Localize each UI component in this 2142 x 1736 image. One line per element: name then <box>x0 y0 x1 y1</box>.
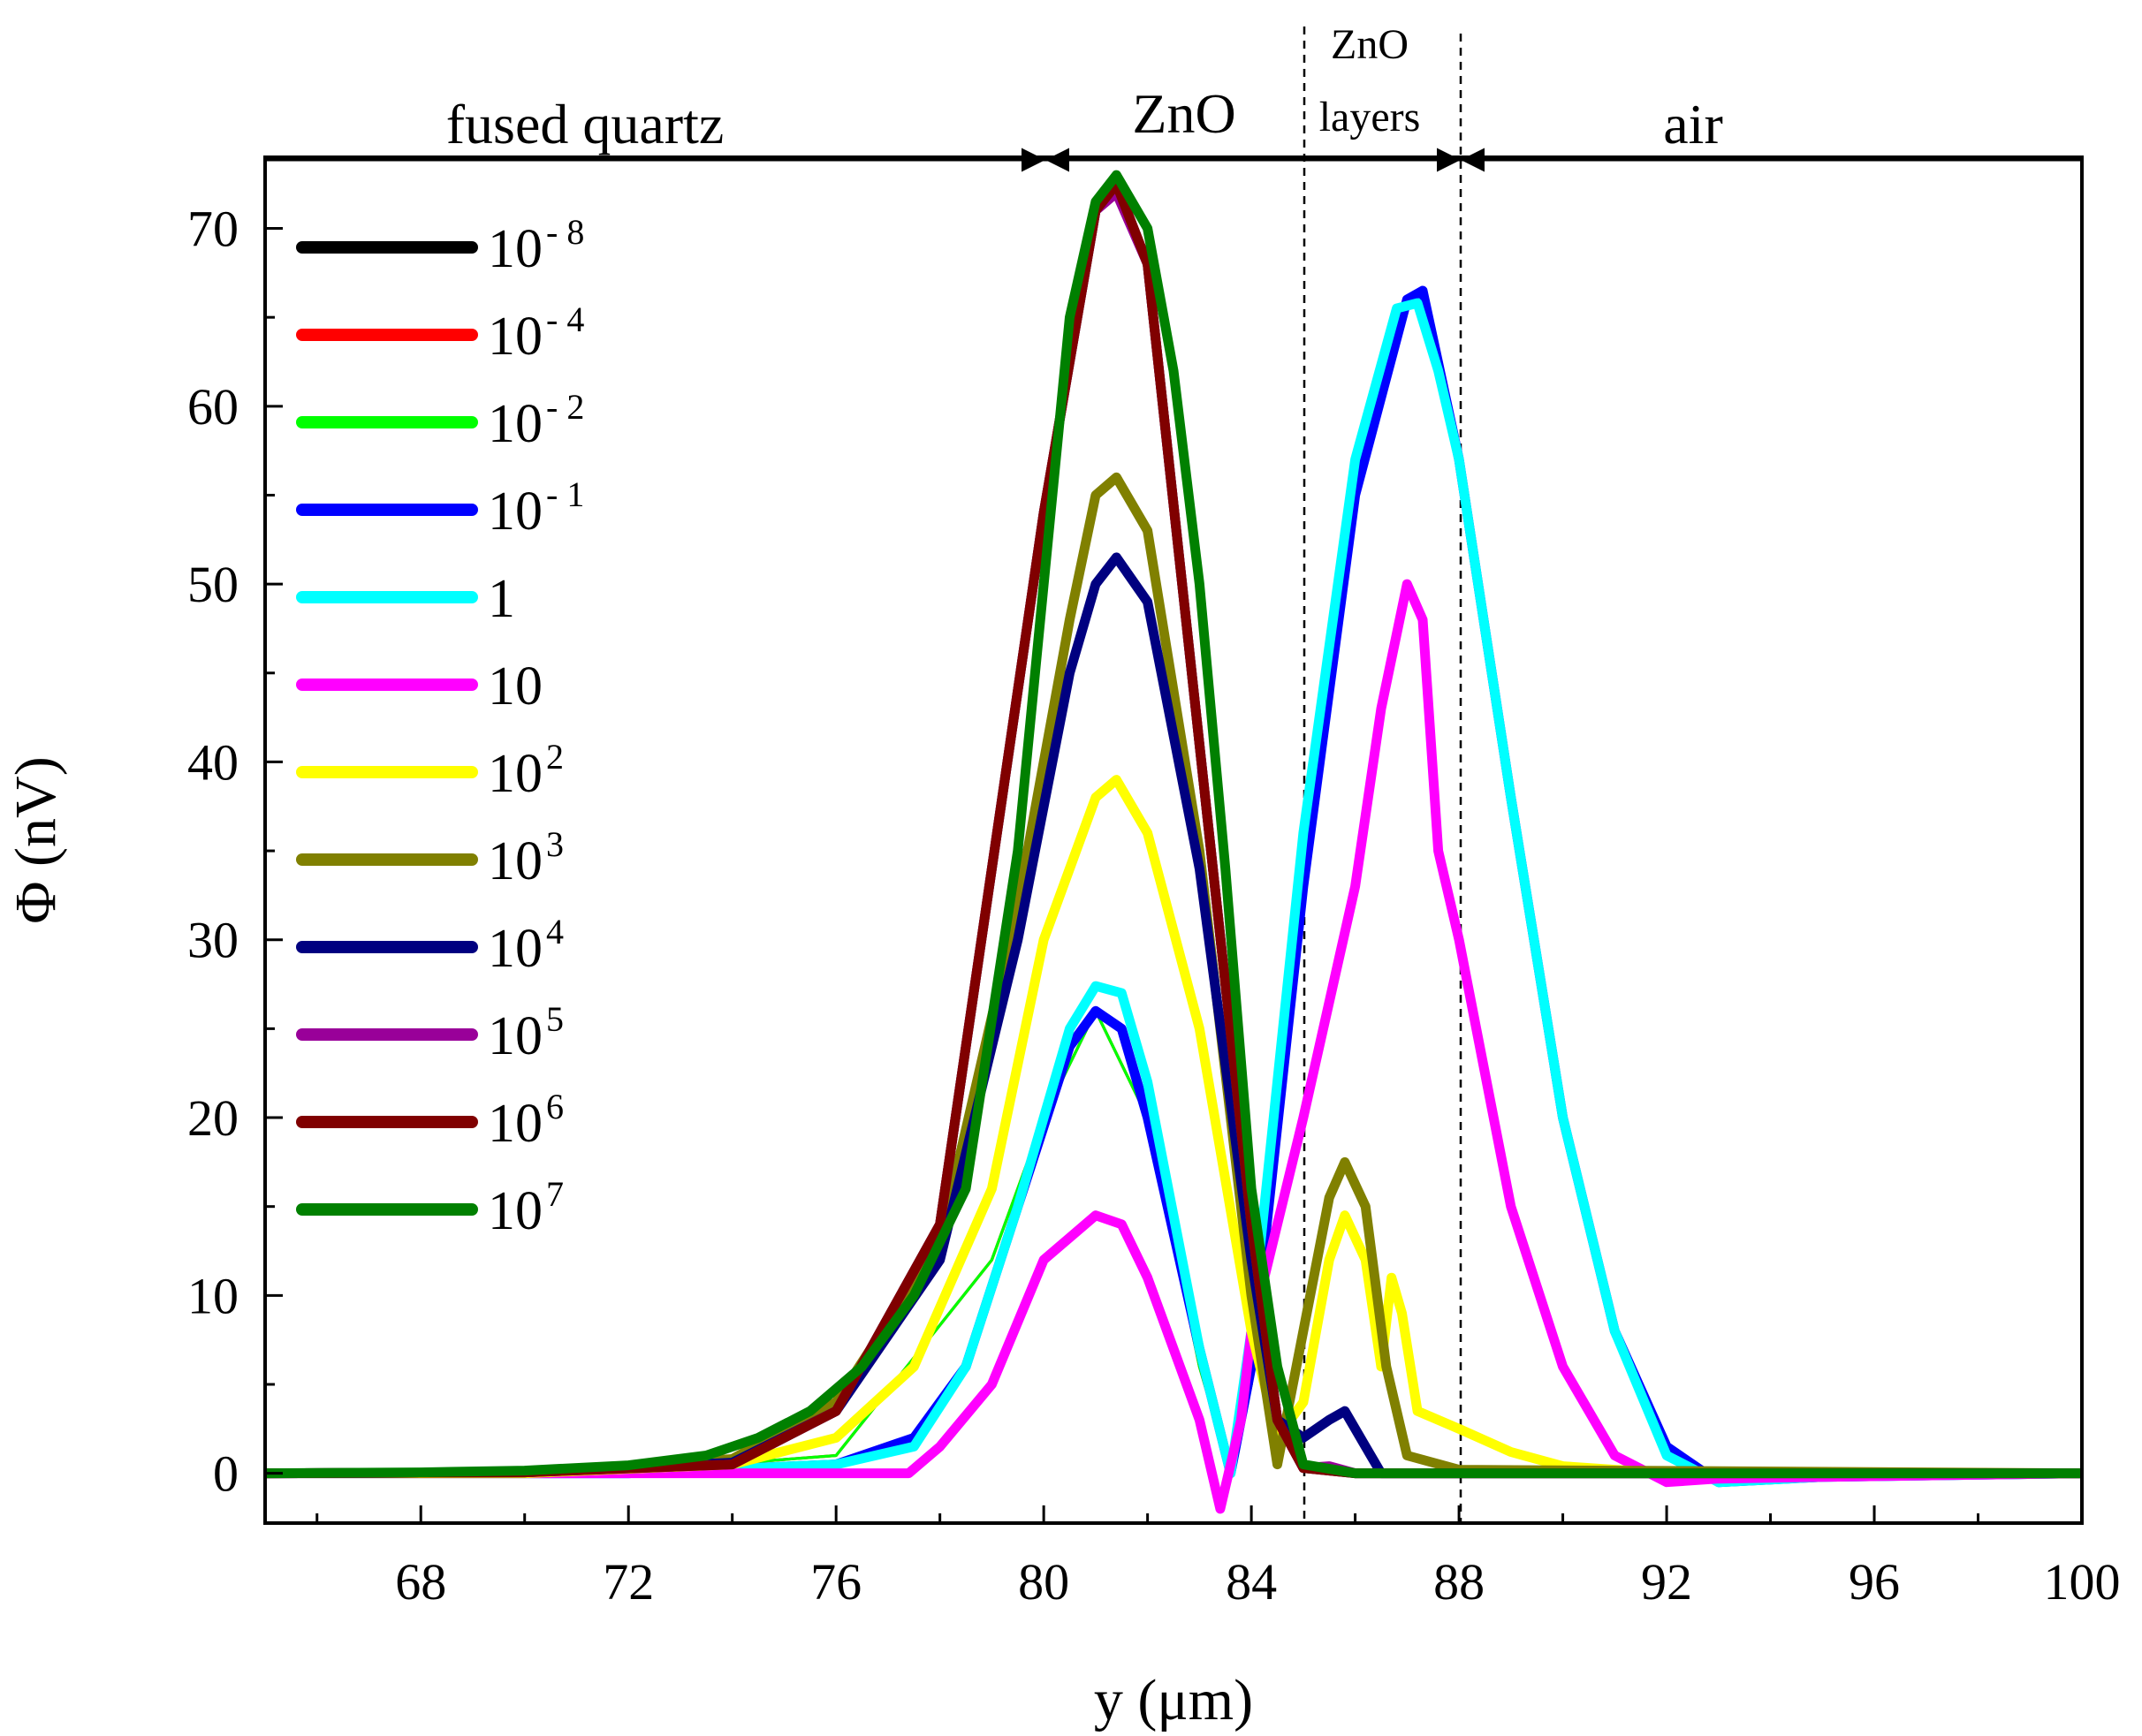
legend-label: 1 <box>488 569 515 629</box>
x-tick-label: 88 <box>1433 1553 1485 1611</box>
legend-base: 1 <box>488 569 515 629</box>
legend-exponent: 2 <box>546 737 564 777</box>
legend-label: 10 7 <box>488 1174 564 1241</box>
legend-label: 10 <box>488 656 543 716</box>
legend-label: 10- 1 <box>488 474 584 542</box>
legend-label: 10- 8 <box>488 212 584 279</box>
y-tick-label: 0 <box>213 1445 239 1503</box>
region-annotations: fused quartz ZnO ZnO layers air <box>263 21 2082 172</box>
x-tick-label: 68 <box>395 1553 446 1611</box>
legend-label: 10- 4 <box>488 299 584 367</box>
legend-exponent: 5 <box>546 999 564 1039</box>
x-tick-label: 96 <box>1849 1553 1900 1611</box>
legend-base: 10 <box>488 1094 543 1154</box>
series-line-4 <box>265 298 2082 1488</box>
region-label-zno-layers-1: ZnO <box>1331 21 1409 68</box>
y-tick-label: 70 <box>187 201 239 258</box>
region-label-zno-layers-2: layers <box>1319 94 1421 140</box>
series-line-11 <box>265 170 2082 1479</box>
y-axis-title: Φ (nV) <box>4 756 68 923</box>
legend-exponent: 4 <box>546 912 564 951</box>
legend-label: 10 6 <box>488 1087 564 1154</box>
y-tick-label: 20 <box>187 1089 239 1147</box>
legend-exponent: - 4 <box>546 299 584 339</box>
legend-base: 10 <box>488 307 543 367</box>
legend-label: 10 2 <box>488 737 564 804</box>
x-tick-label: 76 <box>810 1553 862 1611</box>
x-tick-label: 80 <box>1018 1553 1069 1611</box>
legend-base: 10 <box>488 656 543 716</box>
x-tick-label: 84 <box>1226 1553 1277 1611</box>
legend-exponent: - 1 <box>546 474 584 514</box>
legend-base: 10 <box>488 1006 543 1066</box>
y-tick-label: 10 <box>187 1267 239 1324</box>
legend-label: 10- 2 <box>488 387 584 454</box>
series-line-5 <box>265 579 2082 1514</box>
x-tick-label: 72 <box>603 1553 654 1611</box>
series-layer <box>265 170 2082 1514</box>
region-label-quartz: fused quartz <box>446 93 725 155</box>
x-tick-label: 100 <box>2044 1553 2121 1611</box>
legend-exponent: 6 <box>546 1087 564 1126</box>
x-tick-label: 92 <box>1641 1553 1692 1611</box>
legend-exponent: 3 <box>546 824 564 864</box>
region-label-air: air <box>1663 93 1723 155</box>
y-tick-label: 60 <box>187 378 239 436</box>
legend-exponent: - 8 <box>546 212 584 252</box>
legend-exponent: 7 <box>546 1174 564 1214</box>
legend-base: 10 <box>488 219 543 279</box>
legend-base: 10 <box>488 831 543 891</box>
x-axis-title: y (μm) <box>1094 1668 1253 1732</box>
legend-base: 10 <box>488 1181 543 1241</box>
legend-label: 10 4 <box>488 912 564 979</box>
legend-base: 10 <box>488 744 543 804</box>
legend-base: 10 <box>488 394 543 454</box>
legend-label: 10 3 <box>488 824 564 891</box>
legend-base: 10 <box>488 919 543 979</box>
y-tick-label: 30 <box>187 912 239 969</box>
y-tick-label: 50 <box>187 556 239 613</box>
legend-exponent: - 2 <box>546 387 584 427</box>
plot-frame <box>263 155 2084 1525</box>
legend-label: 10 5 <box>488 999 564 1066</box>
region-label-zno: ZnO <box>1132 82 1235 145</box>
legend-base: 10 <box>488 481 543 542</box>
y-tick-label: 40 <box>187 733 239 791</box>
